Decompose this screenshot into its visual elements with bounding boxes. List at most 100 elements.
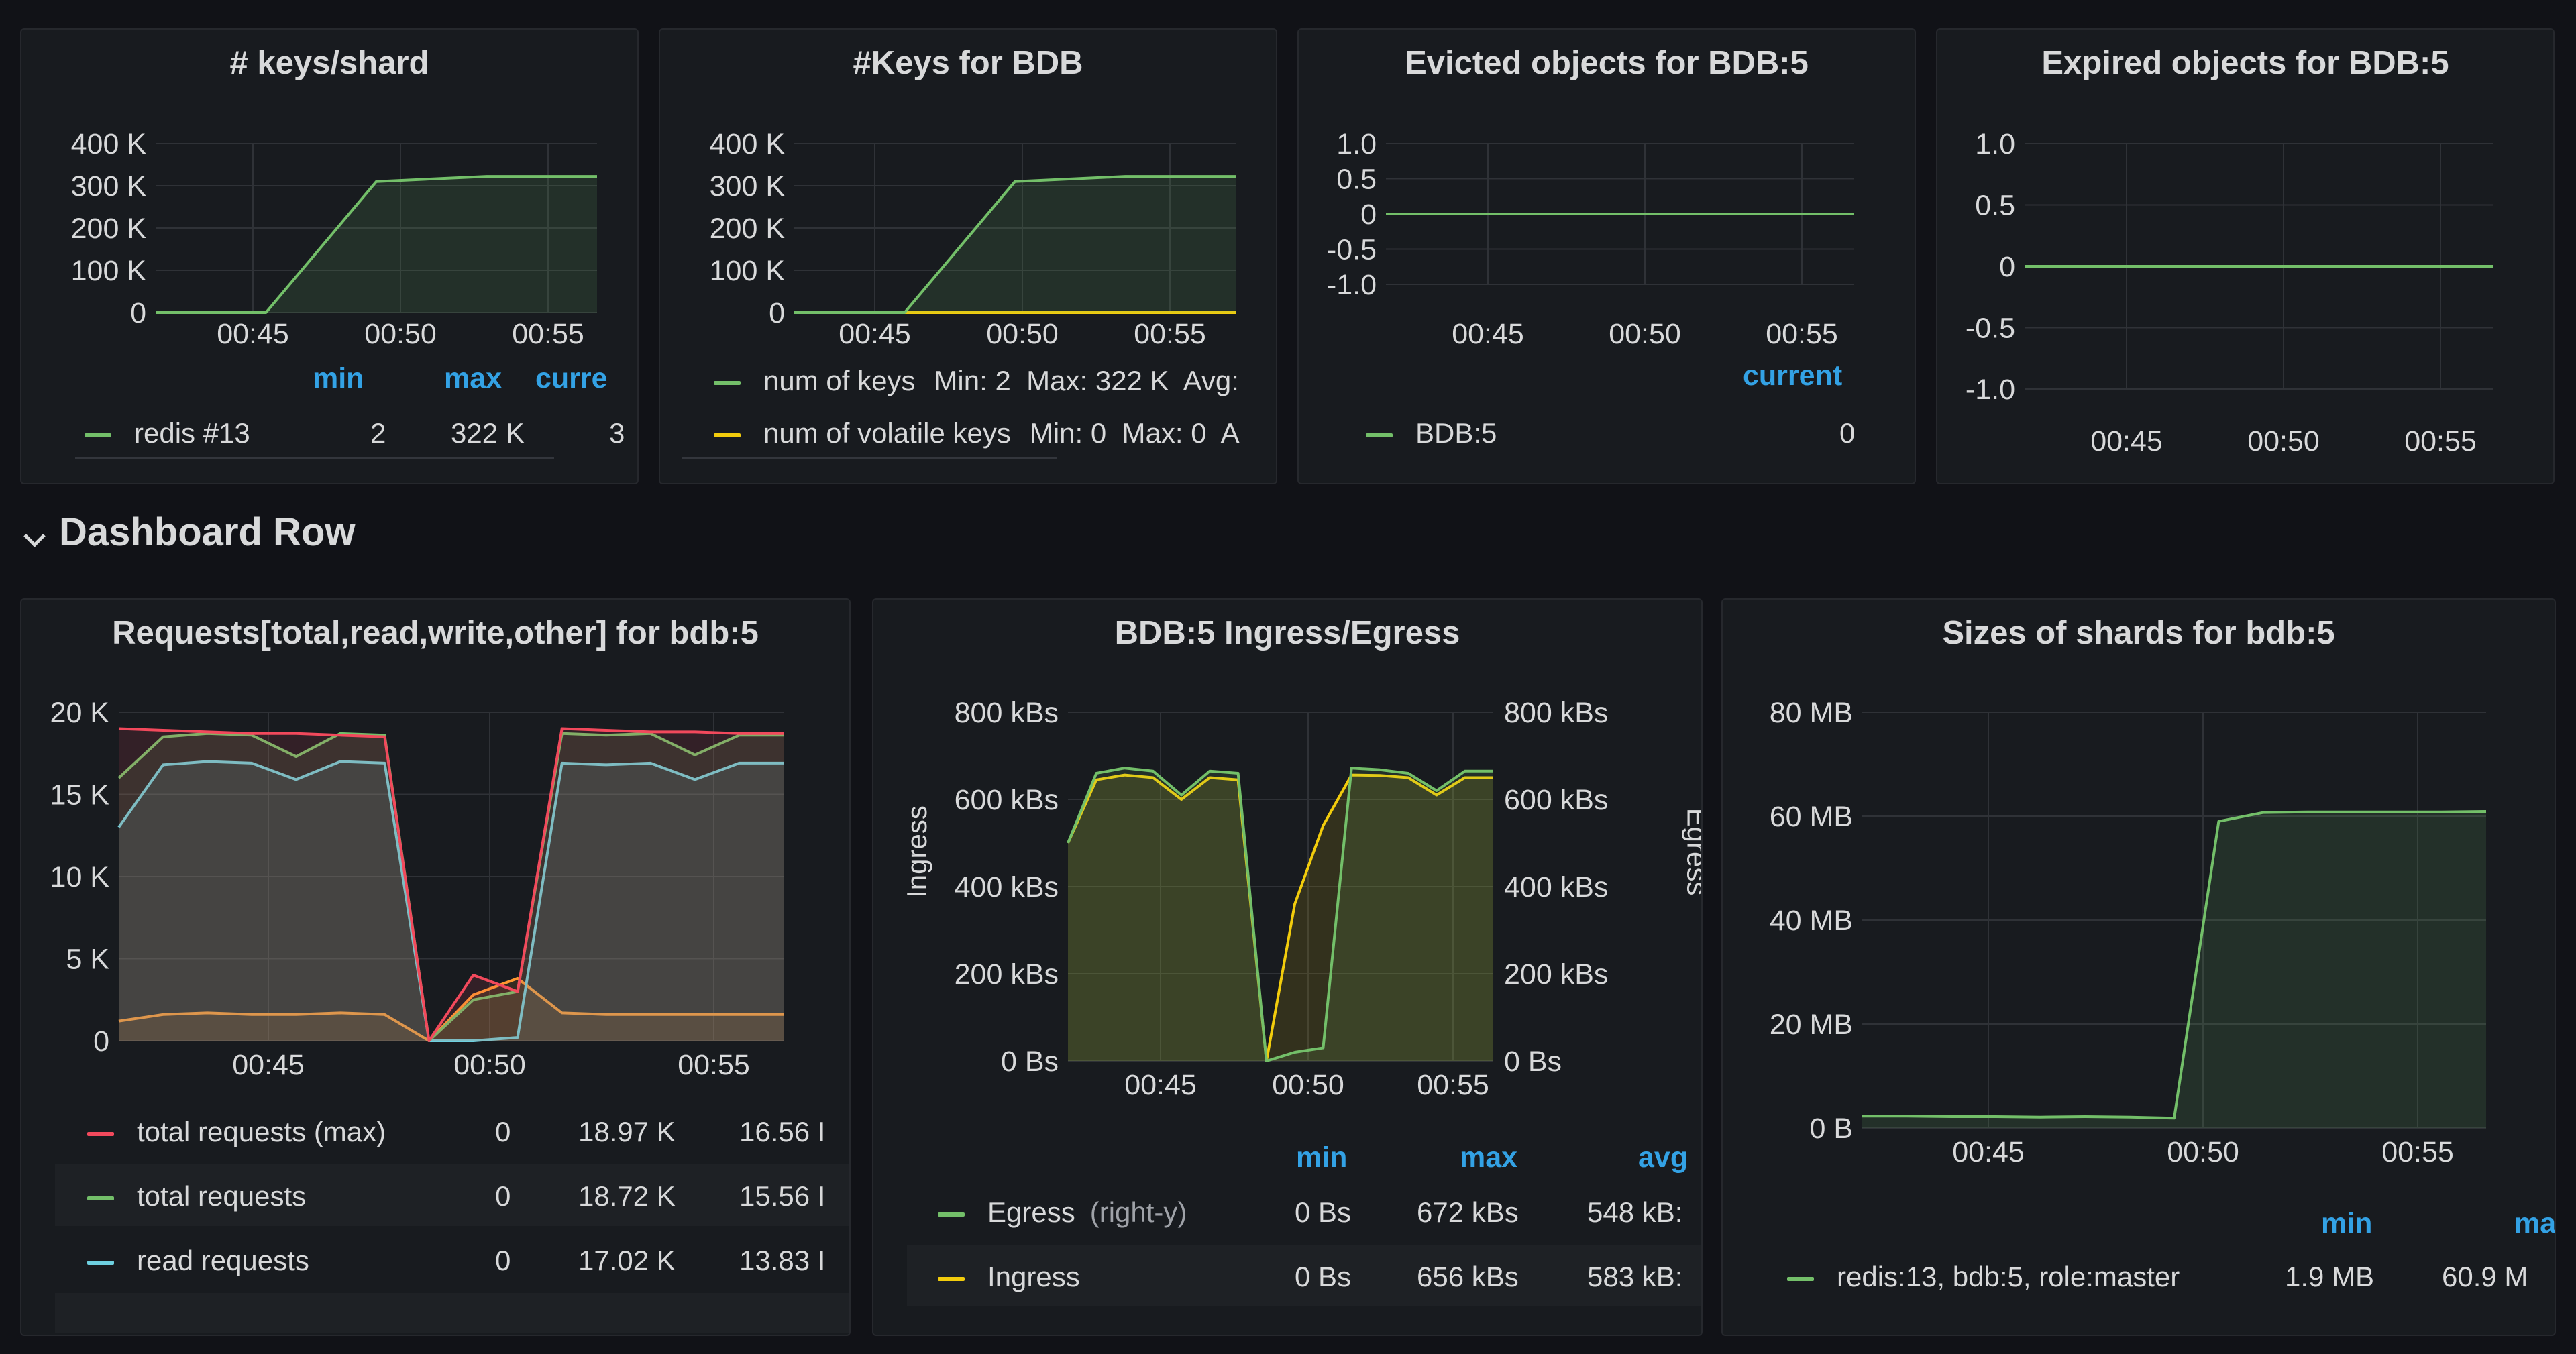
y-tick-label: 200 K bbox=[710, 213, 786, 245]
panel-title: Evicted objects for BDB:5 bbox=[1405, 45, 1809, 81]
legend-header-min[interactable]: min bbox=[2321, 1207, 2373, 1239]
series-line bbox=[794, 175, 1236, 314]
panel-evicted-objects[interactable]: Evicted objects for BDB:5 -1.0 -0.5 0 0.5 1.… bbox=[1297, 28, 1916, 484]
legend-header-max[interactable]: max bbox=[444, 362, 502, 394]
series-line bbox=[1067, 767, 1493, 1062]
legend-header-current[interactable]: curre bbox=[535, 362, 608, 394]
y-tick-label: 800 kBs bbox=[955, 697, 1059, 729]
y-tick-label: 5 K bbox=[66, 944, 109, 976]
x-tick-label: 00:50 bbox=[1272, 1069, 1344, 1101]
legend-item[interactable]: num of volatile keys Min: 0 Max: 0 A bbox=[714, 417, 1240, 449]
y-tick-label: 400 K bbox=[71, 128, 147, 160]
legend-value: 0 Bs bbox=[1295, 1196, 1352, 1228]
legend-label: num of keys bbox=[763, 365, 916, 396]
legend-swatch bbox=[938, 1276, 965, 1281]
x-tick-label: 00:50 bbox=[1609, 318, 1681, 350]
y-tick-label: 0 B bbox=[1809, 1113, 1853, 1145]
x-tick-label: 00:45 bbox=[217, 318, 289, 350]
legend-label: redis #13 bbox=[134, 417, 250, 449]
legend-value: 60.9 M bbox=[2442, 1261, 2528, 1292]
panel-ingress-egress[interactable]: BDB:5 Ingress/Egress 0 Bs 0 Bs 200 kBs 200 … bbox=[872, 598, 1703, 1336]
series-area bbox=[119, 761, 784, 1041]
y-tick-label: 400 kBs bbox=[955, 871, 1059, 903]
x-tick-label: 00:55 bbox=[1417, 1069, 1489, 1101]
y-tick-label: -1.0 bbox=[1327, 269, 1377, 301]
legend-item[interactable]: Ingress bbox=[938, 1261, 1080, 1293]
y-tick-label: 0.5 bbox=[1336, 164, 1377, 196]
legend-header-max[interactable]: ma bbox=[2514, 1207, 2556, 1239]
dashboard-row-title[interactable]: Dashboard Row bbox=[59, 510, 356, 554]
legend-row-band bbox=[55, 1293, 849, 1333]
panel-title: Sizes of shards for bdb:5 bbox=[1942, 615, 2335, 651]
y-tick-label: 0 bbox=[1360, 199, 1377, 231]
legend-item[interactable]: redis:13, bdb:5, role:master bbox=[1787, 1261, 2180, 1293]
series-line bbox=[156, 175, 597, 314]
y-tick-label: -0.5 bbox=[1327, 234, 1377, 266]
legend-header-min[interactable]: min bbox=[313, 362, 364, 394]
y-tick-label: 0 bbox=[1999, 251, 2015, 283]
panel-expired-objects[interactable]: Expired objects for BDB:5 -1.0 -0.5 0 0.5 1.… bbox=[1936, 28, 2555, 484]
y-tick-label: 20 K bbox=[50, 697, 110, 729]
legend-value: 583 kB: bbox=[1587, 1261, 1683, 1292]
panel-title: BDB:5 Ingress/Egress bbox=[1114, 615, 1460, 651]
legend-value: 322 K bbox=[451, 417, 525, 449]
chart-expired-objects: -1.0 -0.5 0 0.5 1.0 00:45 00:50 00:55 bbox=[1966, 128, 2493, 457]
x-tick-label: 00:45 bbox=[232, 1049, 305, 1081]
chevron-down-icon[interactable] bbox=[23, 525, 46, 547]
y-tick-label: 1.0 bbox=[1336, 128, 1377, 160]
legend-header-avg[interactable]: avg bbox=[1638, 1141, 1688, 1174]
y-tick-label: 1.0 bbox=[1975, 128, 2015, 160]
legend-swatch bbox=[1787, 1276, 1814, 1281]
legend-row-band bbox=[55, 1164, 849, 1226]
legend-label: read requests bbox=[137, 1245, 309, 1276]
y-tick-label: 0 bbox=[769, 297, 785, 329]
panel-requests[interactable]: Requests[total,read,write,other] for bdb… bbox=[20, 598, 851, 1336]
legend-value: 17.02 K bbox=[578, 1245, 676, 1276]
series-line bbox=[117, 732, 784, 1042]
legend-value: 0 bbox=[495, 1116, 511, 1147]
x-tick-label: 00:50 bbox=[364, 318, 437, 350]
legend-value: 548 kB: bbox=[1587, 1196, 1683, 1228]
panel-shard-sizes[interactable]: Sizes of shards for bdb:5 0 B 20 MB 40 MB 6… bbox=[1721, 598, 2556, 1336]
legend-stats: Min: 2 Max: 322 K Avg: bbox=[934, 365, 1239, 396]
legend-value: 16.56 I bbox=[739, 1116, 826, 1147]
legend-swatch bbox=[85, 433, 111, 437]
y-tick-label: -0.5 bbox=[1966, 313, 2015, 345]
x-tick-label: 00:50 bbox=[986, 318, 1059, 350]
x-tick-label: 00:45 bbox=[1124, 1069, 1197, 1101]
chart-shard-sizes: 0 B 20 MB 40 MB 60 MB 80 MB 00:45 00:50 00:55 bbox=[1770, 697, 2487, 1168]
legend-value: 0 bbox=[495, 1180, 511, 1212]
legend-row-band bbox=[907, 1245, 1701, 1306]
legend-item[interactable]: BDB:5 bbox=[1366, 417, 1497, 449]
legend-header-max[interactable]: max bbox=[1460, 1141, 1518, 1174]
panel-title: #Keys for BDB bbox=[853, 45, 1083, 81]
series-line bbox=[118, 976, 784, 1042]
panel-title: # keys/shard bbox=[229, 45, 429, 81]
x-tick-label: 00:45 bbox=[1452, 318, 1524, 350]
y2-tick-label: 200 kBs bbox=[1504, 958, 1608, 991]
legend-item[interactable]: read requests bbox=[87, 1245, 309, 1277]
y-tick-label: -1.0 bbox=[1966, 374, 2015, 406]
legend-item[interactable]: redis #13 bbox=[85, 417, 250, 449]
legend-item[interactable]: num of keys Min: 2 Max: 322 K Avg: bbox=[714, 365, 1239, 397]
legend-item[interactable]: total requests bbox=[87, 1180, 306, 1212]
panel-keys-per-shard[interactable]: # keys/shard 0 100 K 200 K 300 K 400 K 00:45 0… bbox=[20, 28, 639, 484]
legend-header-current[interactable]: current bbox=[1743, 359, 1843, 392]
legend-divider bbox=[682, 457, 1057, 459]
series-line bbox=[118, 727, 784, 1042]
legend-suffix: (right-y) bbox=[1089, 1196, 1187, 1228]
x-tick-label: 00:50 bbox=[2247, 425, 2320, 457]
chart-keys-per-shard: 0 100 K 200 K 300 K 400 K 00:45 00:50 00:55 bbox=[71, 128, 597, 350]
legend-header-min[interactable]: min bbox=[1296, 1141, 1348, 1174]
y2-tick-label: 400 kBs bbox=[1504, 871, 1608, 903]
legend-item[interactable]: total requests (max) bbox=[87, 1116, 386, 1148]
legend-swatch bbox=[87, 1196, 114, 1200]
x-tick-label: 00:50 bbox=[2167, 1136, 2239, 1168]
legend-item[interactable]: Egress (right-y) bbox=[938, 1196, 1187, 1229]
x-tick-label: 00:50 bbox=[453, 1049, 526, 1081]
x-tick-label: 00:45 bbox=[839, 318, 911, 350]
panel-keys-for-bdb[interactable]: #Keys for BDB 0 100 K 200 K 300 K 400 K 00:45… bbox=[659, 28, 1277, 484]
series-area bbox=[1068, 775, 1493, 1061]
series-line bbox=[117, 760, 784, 1042]
legend-swatch bbox=[87, 1131, 114, 1136]
